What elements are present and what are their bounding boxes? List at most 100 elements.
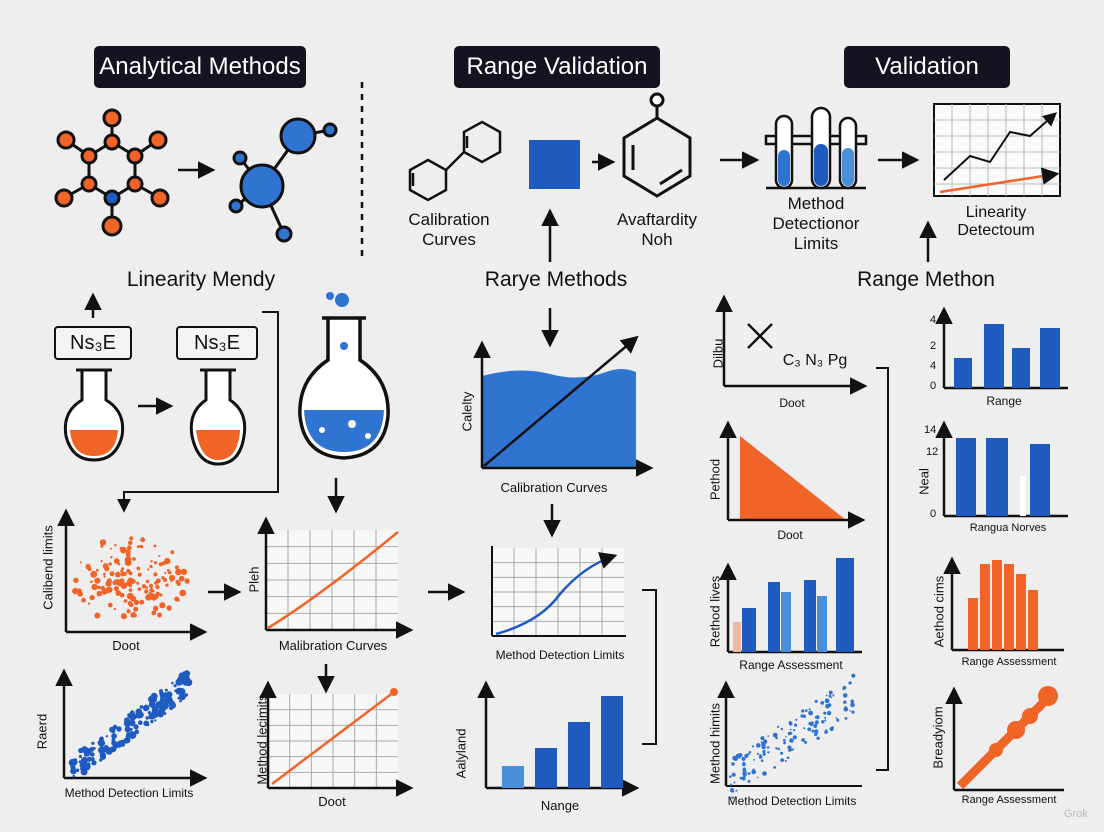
- scatter-point: [826, 710, 832, 716]
- scatter-point: [836, 718, 840, 722]
- bar: [568, 722, 590, 788]
- scatter-point: [842, 693, 848, 698]
- scatter-point: [789, 728, 792, 731]
- scatter-point: [111, 738, 116, 742]
- flask-blue-round: [298, 292, 390, 460]
- scatter-point: [166, 696, 173, 703]
- scatter-point: [794, 723, 798, 727]
- scatter-point: [145, 594, 152, 601]
- bar: [817, 596, 827, 652]
- scatter-point: [168, 570, 172, 575]
- scatter-point: [821, 720, 825, 724]
- scatter-point: [139, 599, 145, 605]
- scatter-point: [91, 760, 97, 766]
- scatter-point: [134, 729, 140, 735]
- scatter-point: [825, 703, 830, 709]
- scatter-point: [137, 587, 142, 591]
- scatter-point: [161, 576, 165, 580]
- scatter-point: [173, 684, 177, 688]
- scatter-point: [78, 760, 82, 764]
- bar: [781, 592, 791, 652]
- scatter-point: [153, 572, 158, 577]
- scatter-point: [96, 590, 103, 597]
- method-cims-chart: [943, 556, 1064, 652]
- xlabel-range: Range: [986, 394, 1022, 408]
- scatter-point: [83, 750, 87, 754]
- scatter-point: [814, 715, 818, 719]
- scatter-point: [81, 597, 86, 603]
- scatter-point: [789, 738, 794, 743]
- ylabel-aalyland: Aalyland: [453, 728, 469, 779]
- scatter-point: [154, 719, 157, 722]
- bar: [1030, 444, 1050, 516]
- scatter-point: [145, 586, 148, 589]
- scatter-point: [86, 766, 90, 771]
- scatter-point: [130, 612, 136, 618]
- scatter-point: [850, 702, 855, 708]
- scatter-point: [148, 591, 152, 595]
- scatter-point: [155, 578, 161, 584]
- scatter-point: [170, 550, 175, 555]
- scatter-point: [158, 593, 161, 596]
- scatter-point: [171, 576, 175, 580]
- scatter-point: [126, 592, 134, 600]
- label-linearity-detection: Linearity Detectoum: [940, 204, 1052, 240]
- xlabel-calibration-curves: Calibration Curves: [500, 480, 608, 495]
- scatter-point: [111, 733, 117, 739]
- scatter-point: [150, 692, 158, 700]
- scatter-point: [824, 730, 828, 734]
- scatter-point: [153, 561, 158, 565]
- scatter-point: [808, 708, 811, 711]
- scatter-point: [110, 547, 112, 550]
- scatter-point: [783, 738, 786, 742]
- scatter-point: [103, 572, 106, 576]
- scatter-point: [77, 591, 83, 597]
- ylabel-pleh: Pleh: [246, 566, 262, 593]
- scatter-point: [851, 673, 856, 678]
- ylabel-dilbu: Dilbu: [710, 338, 726, 369]
- bar: [1020, 476, 1026, 516]
- scatter-point: [814, 721, 819, 725]
- scatter-point: [793, 729, 796, 732]
- scatter-point: [126, 545, 132, 551]
- scatter-point: [148, 583, 154, 589]
- scatter-point: [137, 572, 142, 577]
- scatter-blue-chart: [55, 668, 208, 787]
- scatter-point: [843, 706, 849, 712]
- range-bars-chart: [935, 306, 1068, 390]
- label-line: Detectionor: [772, 214, 860, 233]
- scatter-point: [844, 717, 848, 720]
- tick-4b: 4: [930, 360, 937, 372]
- scatter-point: [139, 705, 144, 709]
- method-lecimits-chart: [259, 680, 414, 797]
- scatter-point: [848, 681, 852, 685]
- scatter-point: [780, 758, 785, 762]
- scatter-point: [109, 571, 115, 577]
- scatter-point: [79, 561, 82, 564]
- scatter-point: [760, 736, 765, 741]
- scatter-point: [814, 732, 818, 736]
- scatter-point: [124, 559, 127, 562]
- scatter-point: [171, 681, 174, 685]
- scatter-point: [113, 558, 120, 564]
- linearity-mini-chart: [933, 103, 1061, 197]
- scatter-point: [179, 589, 187, 597]
- biphenyl-structure: [408, 120, 502, 202]
- scatter-point: [824, 719, 827, 722]
- triangle-chart: [719, 420, 866, 529]
- scatter-point: [107, 602, 113, 608]
- header-validation: Validation: [844, 46, 1010, 88]
- scatter-point: [126, 549, 131, 555]
- scatter-point: [89, 595, 95, 601]
- ylabel-pethod: Pethod: [707, 458, 723, 501]
- label-line: Detectoum: [957, 222, 1035, 239]
- xlabel-nange: Nange: [540, 798, 580, 813]
- scatter-point: [813, 724, 818, 728]
- scatter-point: [136, 581, 140, 585]
- scatter-point: [775, 736, 778, 740]
- scatter-point: [127, 601, 133, 606]
- scatter-point: [816, 736, 820, 740]
- blue-square: [529, 140, 580, 189]
- scatter-point: [756, 743, 761, 748]
- scatter-point: [101, 588, 108, 595]
